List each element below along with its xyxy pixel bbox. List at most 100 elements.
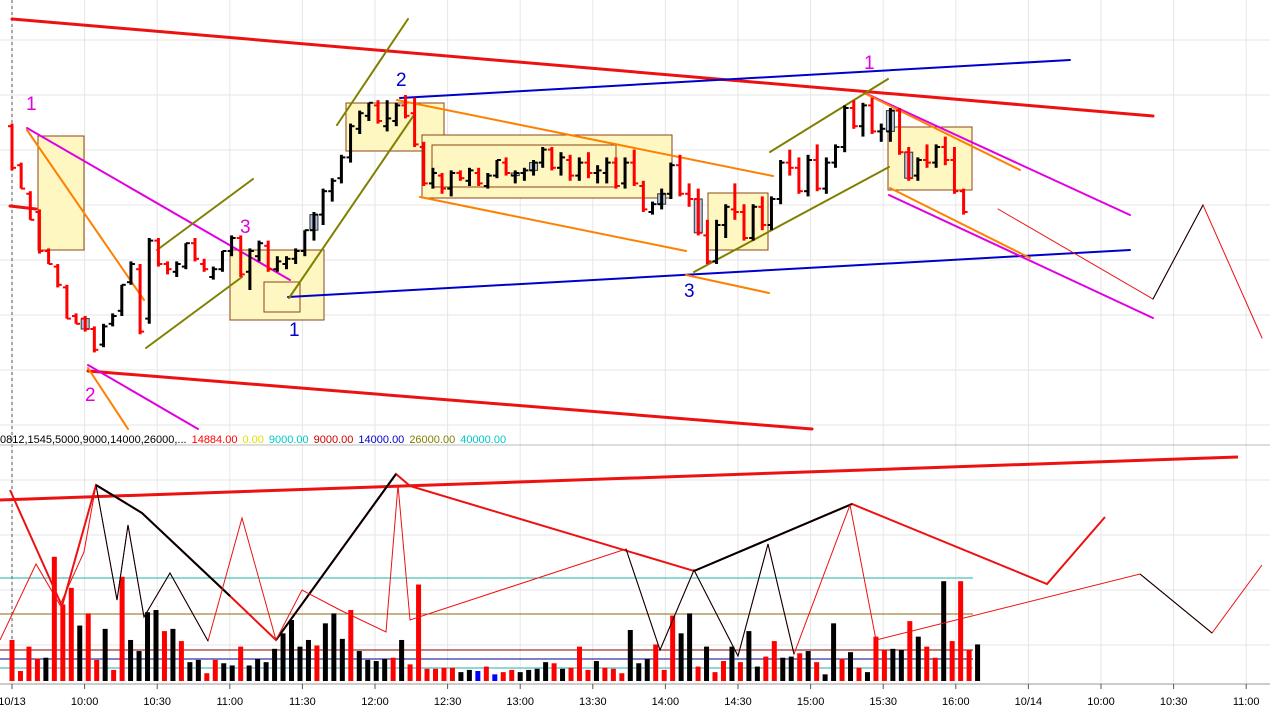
price-bar bbox=[959, 188, 968, 215]
price-bar bbox=[99, 323, 108, 348]
price-bar bbox=[218, 250, 227, 272]
volume-bar bbox=[170, 628, 176, 681]
price-bar bbox=[456, 170, 465, 181]
price-bar bbox=[840, 105, 849, 153]
trendline-blue bbox=[399, 59, 1071, 99]
volume-bar bbox=[780, 657, 786, 681]
x-axis-tick-label: 11:00 bbox=[1233, 696, 1260, 708]
volume-bar bbox=[687, 613, 693, 681]
wave-label: 1 bbox=[864, 53, 875, 74]
indicator-legend-item: 0.00 bbox=[242, 434, 263, 446]
wave-label: 2 bbox=[396, 70, 407, 91]
zigzag-major-black bbox=[693, 503, 853, 572]
volume-bar bbox=[534, 668, 540, 681]
price-bar bbox=[877, 123, 886, 142]
zigzag-major-black bbox=[275, 473, 397, 641]
indicator-legend-item: 9000.00 bbox=[269, 434, 309, 446]
price-bar bbox=[227, 235, 236, 257]
x-axis-tick-label: 15:00 bbox=[797, 696, 825, 708]
volume-bar bbox=[458, 672, 464, 681]
volume-bar bbox=[272, 648, 278, 681]
x-axis-tick-label: 10/14 bbox=[1015, 696, 1043, 708]
trendline-olive bbox=[288, 114, 415, 299]
trendline-blue bbox=[287, 249, 1131, 298]
volume-bar bbox=[314, 645, 320, 681]
volume-bar bbox=[483, 666, 489, 681]
price-bar bbox=[236, 235, 245, 277]
wave-label: 3 bbox=[684, 281, 695, 302]
price-bar bbox=[492, 159, 501, 179]
indicator-legend-item: 0812,1545,5000,9000,14000,26000,... bbox=[0, 434, 187, 446]
volume-bar bbox=[119, 576, 125, 681]
volume-bar bbox=[433, 668, 438, 681]
price-bar bbox=[575, 157, 584, 181]
volume-bar bbox=[704, 646, 710, 681]
x-axis-tick-label: 10/13 bbox=[0, 696, 26, 708]
price-bar bbox=[72, 313, 81, 325]
x-axis-tick-label: 11:30 bbox=[289, 696, 316, 708]
volume-bar bbox=[560, 668, 566, 681]
volume-bar bbox=[763, 656, 769, 681]
volume-bar bbox=[136, 651, 142, 681]
volume-bar bbox=[153, 610, 159, 681]
volume-bar bbox=[111, 669, 117, 681]
x-axis-tick-label: 13:30 bbox=[579, 696, 607, 708]
volume-bar bbox=[602, 667, 608, 681]
volume-bar bbox=[356, 651, 362, 681]
volume-bar bbox=[466, 669, 472, 681]
price-bar bbox=[785, 149, 794, 176]
price-bar bbox=[703, 219, 712, 264]
price-bar bbox=[776, 160, 785, 205]
price-bar bbox=[401, 95, 410, 119]
volume-bar bbox=[509, 669, 515, 681]
volume-bar bbox=[729, 646, 735, 681]
price-bar bbox=[868, 97, 877, 134]
trendline-olive bbox=[145, 276, 243, 349]
volume-bar bbox=[263, 662, 269, 681]
indicator-legend-item: 14000.00 bbox=[358, 434, 404, 446]
price-bar bbox=[685, 183, 694, 207]
x-axis-tick-label: 10:00 bbox=[71, 696, 99, 708]
volume-bar bbox=[331, 613, 337, 681]
wave-label: 1 bbox=[26, 94, 37, 115]
volume-bar bbox=[212, 659, 218, 681]
volume-bar bbox=[805, 651, 811, 681]
volume-bar bbox=[661, 669, 667, 681]
volume-bar bbox=[848, 652, 854, 681]
volume-bar bbox=[966, 649, 972, 681]
price-bar bbox=[126, 261, 135, 285]
price-bar bbox=[611, 157, 620, 189]
volume-bar bbox=[441, 667, 447, 681]
x-axis-tick-label: 14:30 bbox=[724, 696, 752, 708]
volume-bar bbox=[644, 658, 650, 681]
trendline-magenta bbox=[87, 364, 199, 430]
volume-bar bbox=[399, 639, 405, 681]
price-bar bbox=[255, 240, 264, 262]
volume-bar bbox=[195, 659, 201, 681]
volume-bar bbox=[492, 674, 498, 681]
indicator-legend: 0812,1545,5000,9000,14000,26000,... 14884… bbox=[0, 434, 506, 446]
volume-bar bbox=[280, 633, 286, 681]
x-axis-tick-label: 12:30 bbox=[434, 696, 462, 708]
volume-bar bbox=[128, 639, 134, 681]
volume-bar bbox=[102, 628, 108, 681]
price-bar bbox=[145, 238, 154, 324]
price-trendlines bbox=[8, 17, 1263, 431]
price-bar bbox=[245, 248, 254, 290]
volume-bar bbox=[390, 657, 396, 681]
volume-bar bbox=[94, 659, 100, 681]
volume-bar bbox=[322, 623, 328, 681]
x-axis-tick-label: 12:00 bbox=[361, 696, 389, 708]
volume-bar bbox=[831, 623, 837, 681]
price-bar bbox=[529, 160, 539, 176]
price-bar bbox=[538, 147, 547, 168]
price-bar bbox=[657, 188, 667, 210]
volume-bar bbox=[737, 662, 743, 681]
volume-bar bbox=[975, 644, 981, 681]
price-bar bbox=[941, 136, 950, 166]
price-bar bbox=[666, 162, 675, 199]
x-axis: 10/13 10:00 10:30 11:00 11:30 12:00 12:30 13:00… bbox=[0, 684, 1260, 708]
price-bar bbox=[300, 229, 309, 257]
volume-bar bbox=[178, 641, 184, 681]
